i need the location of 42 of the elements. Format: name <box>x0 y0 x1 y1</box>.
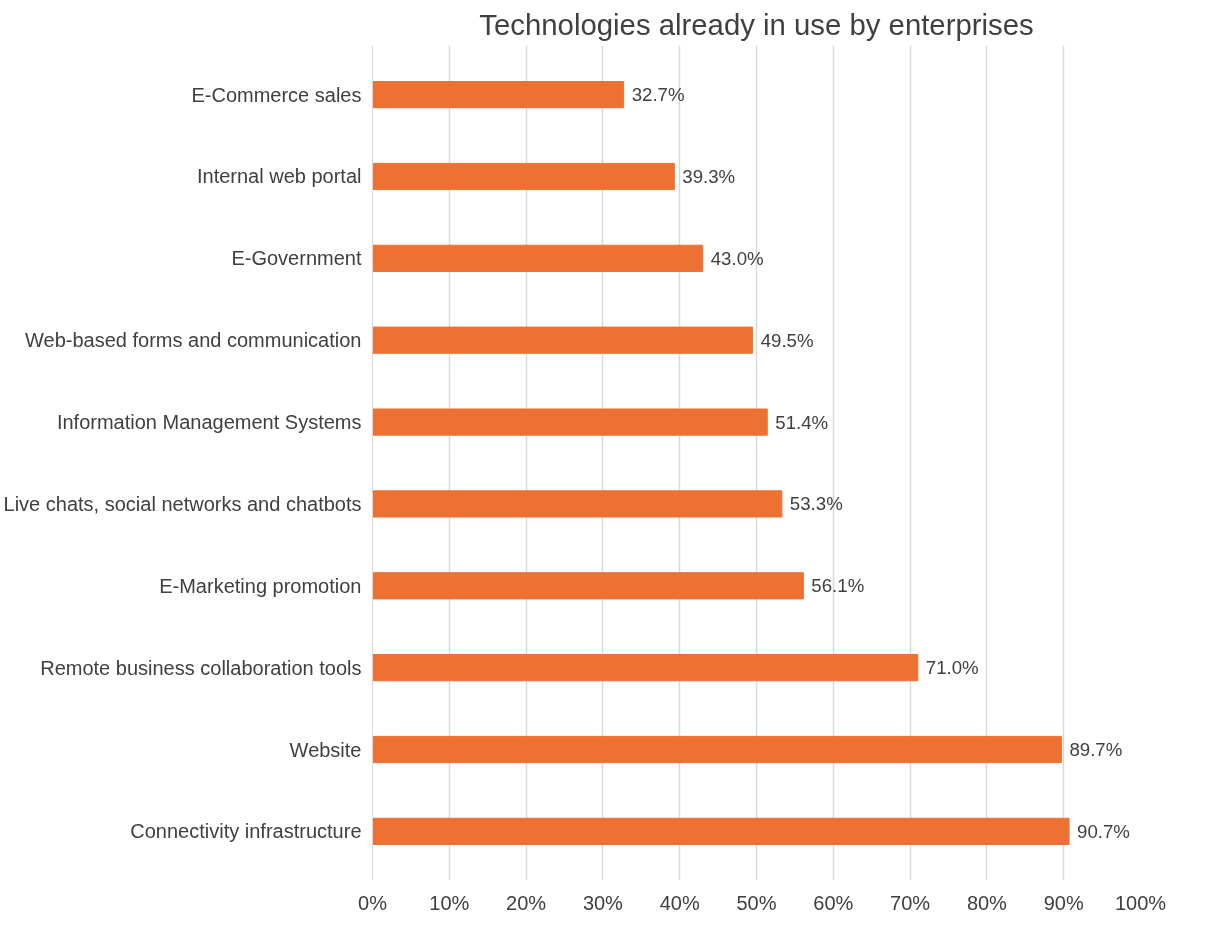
bar <box>372 490 783 518</box>
bar <box>372 735 1062 764</box>
chart-title: Technologies already in use by enterprises <box>479 7 1034 41</box>
y-tick-label: Internal web portal <box>196 165 362 188</box>
x-tick-label: 10% <box>429 891 470 914</box>
data-label: 39.3% <box>682 165 736 187</box>
bar <box>372 572 804 600</box>
y-tick-label: E-Marketing promotion <box>159 574 362 597</box>
y-tick-label: Remote business collaboration tools <box>40 656 362 679</box>
bar <box>372 81 625 109</box>
y-tick-label: E-Commerce sales <box>191 83 362 106</box>
bar <box>372 408 768 436</box>
y-tick-label: Information Management Systems <box>56 411 362 434</box>
x-tick-label: 0% <box>358 891 388 914</box>
data-label: 32.7% <box>631 84 685 106</box>
x-tick-label: 50% <box>736 891 777 914</box>
data-label: 71.0% <box>925 657 979 679</box>
x-tick-label: 40% <box>659 891 700 914</box>
x-tick-label: 20% <box>506 891 547 914</box>
data-label: 53.3% <box>789 493 843 515</box>
y-tick-label: Live chats, social networks and chatbots <box>3 492 362 515</box>
data-label: 49.5% <box>760 329 814 351</box>
y-tick-label: Web-based forms and communication <box>25 329 362 352</box>
y-tick-label: E-Government <box>231 247 362 270</box>
x-tick-label: 30% <box>582 891 624 914</box>
data-label: 51.4% <box>775 411 829 433</box>
bar <box>372 162 675 191</box>
x-tick-label: 100% <box>1114 891 1167 914</box>
bar <box>372 654 919 682</box>
x-tick-label: 80% <box>966 891 1008 914</box>
y-tick-label: Website <box>289 738 362 761</box>
x-tick-label: 60% <box>813 891 854 914</box>
data-label: 56.1% <box>811 575 865 597</box>
bar <box>372 326 754 354</box>
data-label: 89.7% <box>1069 739 1123 761</box>
data-label: 43.0% <box>710 247 764 269</box>
x-tick-label: 90% <box>1043 891 1084 914</box>
bar <box>372 817 1070 845</box>
x-tick-label: 70% <box>890 891 931 914</box>
y-tick-label: Connectivity infrastructure <box>130 820 362 843</box>
data-label: 90.7% <box>1077 820 1130 842</box>
bar <box>372 244 704 272</box>
